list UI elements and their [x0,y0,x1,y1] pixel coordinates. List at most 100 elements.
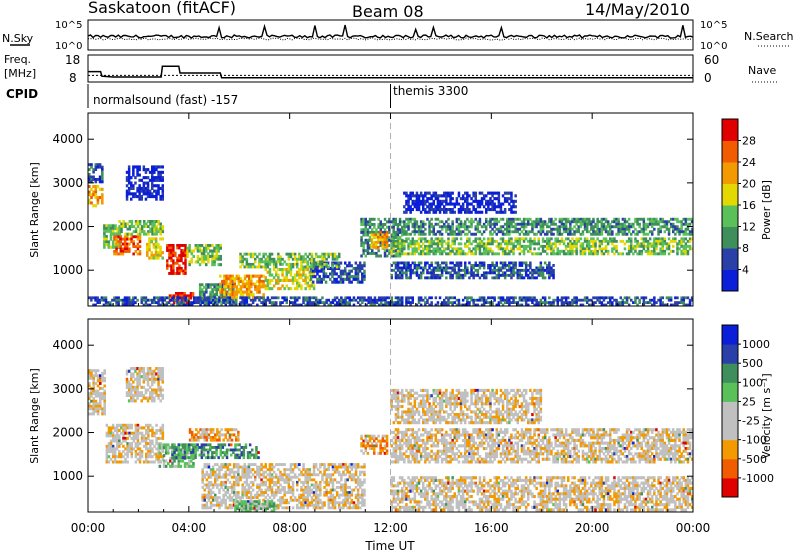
velocity-echo-cell [142,436,146,440]
power-echo-cell [293,262,297,266]
power-echo-cell [554,217,557,221]
power-echo-cell [140,227,144,231]
power-echo-cell [489,232,492,236]
power-echo-cell [382,303,385,307]
power-echo-cell [482,296,486,300]
power-echo-cell [417,252,421,256]
power-echo-cell [508,298,511,302]
power-echo-cell [636,252,639,256]
power-echo-cell [426,268,429,272]
power-echo-cell [182,261,185,265]
power-echo-cell [411,191,414,195]
power-echo-cell [124,225,127,228]
power-echo-cell [493,217,496,221]
power-echo-cell [266,278,270,282]
power-echo-cell [665,225,669,229]
power-echo-cell [665,242,669,246]
power-echo-cell [613,225,616,229]
power-echo-cell [144,192,148,196]
power-echo-cell [101,170,104,174]
power-echo-cell [480,210,484,214]
power-echo-cell [518,268,522,272]
power-echo-cell [474,268,477,272]
power-echo-cell [405,217,408,221]
power-echo-cell [318,280,321,284]
power-echo-cell [415,202,419,206]
power-echo-cell [98,163,102,167]
power-echo-cell [340,303,343,307]
power-echo-cell [632,222,635,226]
power-echo-cell [151,227,154,231]
power-echo-cell [270,257,274,261]
velocity-echo-cell [120,460,123,464]
velocity-echo-cell [105,431,109,435]
power-echo-cell [495,268,498,272]
power-echo-cell [344,266,347,270]
power-echo-cell [426,205,429,209]
power-echo-cell [594,225,597,229]
power-echo-cell [405,252,408,256]
power-echo-cell [174,254,177,258]
power-echo-cell [161,251,164,255]
power-echo-cell [321,265,324,269]
velocity-echo-cell [181,448,185,452]
power-echo-cell [258,290,261,294]
power-echo-cell [581,303,585,307]
power-echo-cell [661,239,664,243]
power-echo-cell [317,303,320,307]
power-echo-cell [560,301,564,304]
power-echo-cell [512,298,515,302]
power-echo-cell [296,265,299,269]
power-echo-cell [667,237,671,241]
power-echo-cell [499,227,503,231]
power-echo-cell [116,232,119,236]
power-echo-cell [98,298,101,302]
power-echo-cell [648,230,652,234]
power-echo-cell [138,235,142,239]
power-echo-cell [543,244,547,248]
power-echo-cell [453,202,456,206]
power-echo-cell [293,273,297,277]
power-echo-cell [354,277,358,281]
power-echo-cell [482,237,486,241]
power-echo-cell [144,296,148,300]
power-echo-cell [552,276,555,280]
power-echo-cell [682,296,685,300]
power-echo-cell [121,237,125,241]
power-echo-cell [157,189,160,193]
power-echo-cell [642,227,646,231]
power-echo-cell [430,217,433,221]
power-echo-cell [138,232,142,236]
power-echo-cell [163,296,167,300]
power-echo-cell [411,225,414,229]
power-echo-cell [379,238,382,242]
power-echo-cell [289,262,293,266]
power-echo-cell [157,165,160,169]
power-echo-cell [144,168,148,172]
power-echo-cell [585,227,589,231]
power-echo-cell [155,220,158,223]
power-echo-cell [493,276,496,280]
power-echo-cell [690,217,694,221]
power-echo-cell [651,232,654,236]
power-echo-cell [476,244,480,248]
power-echo-cell [501,249,505,253]
power-echo-cell [482,244,486,248]
power-echo-cell [312,257,316,261]
power-echo-cell [211,295,214,299]
power-echo-cell [362,223,365,226]
power-echo-cell [449,249,452,253]
power-echo-cell [476,237,480,241]
power-echo-cell [161,170,164,174]
power-echo-cell [514,205,517,209]
power-echo-cell [157,220,160,223]
velocity-echo-cell [103,412,106,416]
velocity-echo-cell [200,443,204,447]
velocity-echo-cell [111,460,115,464]
power-echo-cell [646,225,650,229]
power-echo-cell [510,276,513,280]
power-echo-cell [409,232,412,236]
power-echo-cell [426,244,429,248]
power-echo-cell [474,273,477,277]
power-echo-cell [322,277,326,281]
